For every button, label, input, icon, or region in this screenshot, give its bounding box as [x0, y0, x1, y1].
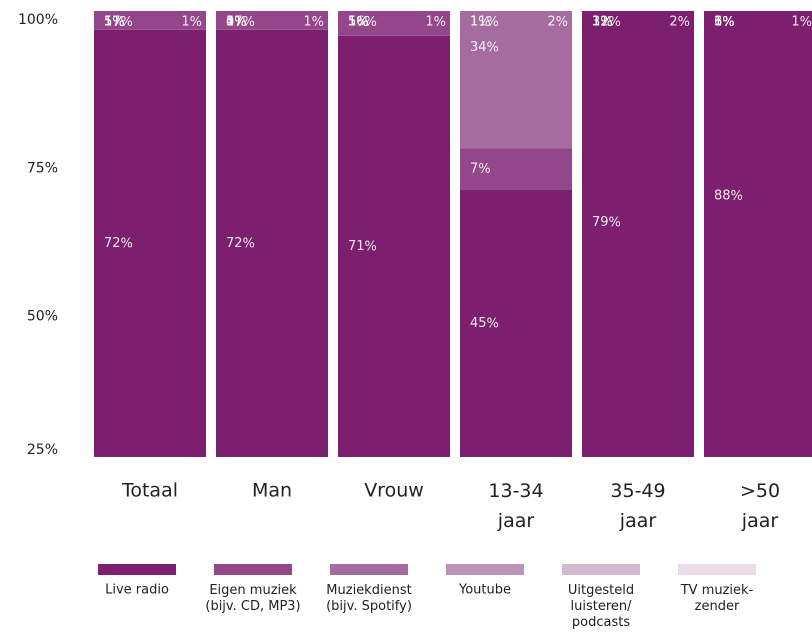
y-tick-label: 25% — [27, 442, 58, 458]
value-label: 3% — [592, 15, 613, 30]
bar-segment — [216, 11, 328, 30]
value-label: 17% — [104, 15, 133, 30]
legend-swatch — [330, 564, 408, 575]
value-label: 3% — [592, 15, 613, 30]
legend-label: Uitgesteld luisteren/podcasts — [568, 583, 634, 630]
value-label: 34% — [470, 40, 499, 55]
legend-label: Live radio — [105, 583, 169, 598]
bar-segment — [704, 11, 812, 458]
bar-segment — [216, 0, 328, 6]
bar-segment — [338, 0, 450, 6]
legend-label: Muziekdienst (bijv. Spotify) — [326, 583, 412, 614]
x-tick-label: 35-49 jaar — [610, 480, 665, 532]
value-label: 79% — [592, 215, 621, 230]
value-label: 3% — [714, 15, 735, 30]
bars — [94, 0, 812, 458]
legend-label: Eigen muziek (bijv. CD, MP3) — [205, 583, 300, 614]
value-label: 1% — [791, 15, 812, 30]
value-label: 7% — [470, 162, 491, 177]
value-label: 88% — [714, 188, 743, 203]
value-label: 1% — [592, 15, 613, 30]
y-tick-label: 100% — [18, 12, 58, 28]
value-label: 11% — [470, 15, 499, 30]
value-label: 72% — [104, 236, 133, 251]
value-label: 12% — [592, 15, 621, 30]
value-label: 0% — [226, 15, 247, 30]
x-tick-label: Man — [252, 480, 292, 502]
bar-segment — [338, 11, 450, 36]
value-label: 1% — [104, 15, 125, 30]
value-label: 5% — [104, 15, 125, 30]
bar-segment — [460, 148, 572, 190]
bar-segment — [216, 29, 328, 458]
value-label: 71% — [348, 239, 377, 254]
value-label: 5% — [348, 15, 369, 30]
bar-segment — [338, 35, 450, 457]
bar-segment — [582, 11, 694, 458]
x-tick-label: 13-34 jaar — [488, 480, 543, 532]
value-label: 6% — [714, 15, 735, 30]
x-tick-label: Totaal — [121, 480, 178, 502]
value-label: 2% — [547, 15, 568, 30]
value-label: 1% — [425, 15, 446, 30]
value-label: 1% — [714, 15, 735, 30]
value-label: 5% — [104, 15, 125, 30]
legend-swatch — [562, 564, 640, 575]
bar-segment — [460, 190, 572, 457]
legend-label: Youtube — [458, 583, 511, 598]
value-label: 1% — [348, 15, 369, 30]
value-label: 1% — [714, 15, 735, 30]
legend-swatch — [446, 564, 524, 575]
legend-label: TV muziek-zender — [680, 583, 754, 614]
value-label: 1% — [303, 15, 324, 30]
value-label: 5% — [348, 15, 369, 30]
legend-swatch — [98, 564, 176, 575]
value-label: 45% — [470, 316, 499, 331]
value-label: 17% — [226, 15, 255, 30]
value-label: 16% — [348, 15, 377, 30]
legend-swatch — [678, 564, 756, 575]
bar-segment — [460, 11, 572, 149]
value-label: 1% — [470, 15, 491, 30]
value-label: 2% — [669, 15, 690, 30]
value-label: 1% — [181, 15, 202, 30]
y-tick-label: 75% — [27, 160, 58, 176]
bar-segment — [94, 11, 206, 30]
x-tick-label: >50 jaar — [740, 480, 780, 532]
legend-swatch — [214, 564, 292, 575]
y-tick-label: 50% — [27, 309, 58, 325]
bar-segment — [94, 29, 206, 458]
value-label: 72% — [226, 236, 255, 251]
value-label: 4% — [226, 15, 247, 30]
x-tick-label: Vrouw — [364, 480, 424, 502]
value-label: 5% — [226, 15, 247, 30]
